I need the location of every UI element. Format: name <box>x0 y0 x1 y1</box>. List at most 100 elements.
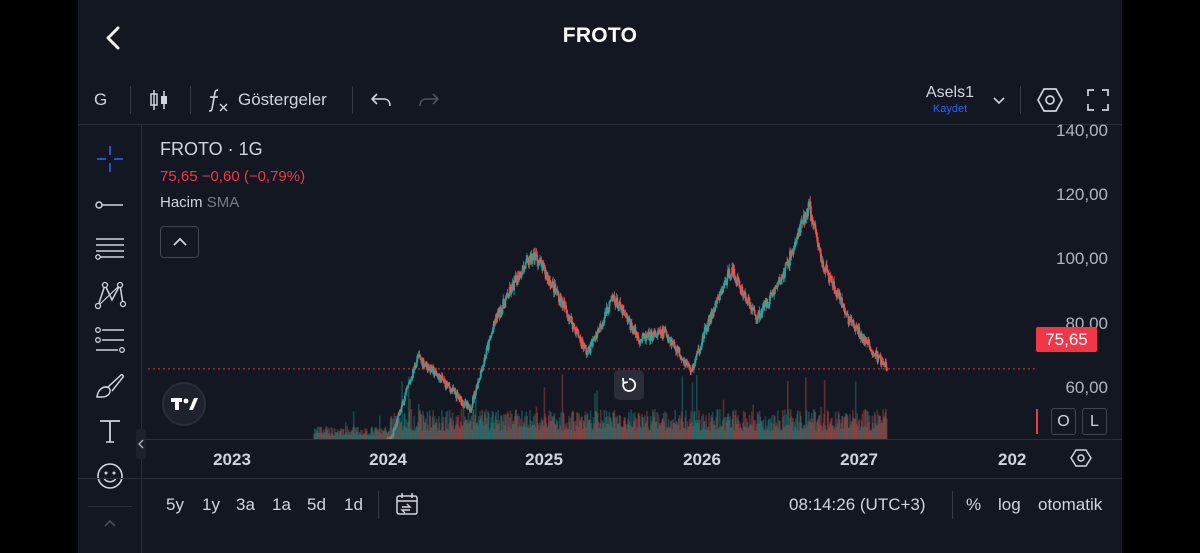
volume-bar <box>880 423 882 439</box>
interval-button[interactable]: G <box>94 90 108 109</box>
range-5y-button[interactable]: 5y <box>166 495 184 514</box>
layout-name-button[interactable]: Asels1 Kaydet <box>916 84 984 116</box>
time-display[interactable]: 08:14:26 (UTC+3) <box>789 495 926 514</box>
candle-body <box>741 286 744 296</box>
volume-bar <box>430 427 432 439</box>
scale-o-button[interactable]: O <box>1051 408 1076 435</box>
volume-bar <box>480 415 483 439</box>
crosshair-tool[interactable] <box>92 141 128 177</box>
pattern-tool[interactable] <box>92 277 128 313</box>
candle-body <box>609 300 612 302</box>
tradingview-logo[interactable] <box>162 382 206 426</box>
volume-bar <box>822 423 825 439</box>
candle-body <box>542 262 545 266</box>
percent-scale-button[interactable]: % <box>966 495 982 514</box>
fib-tool[interactable] <box>92 231 128 267</box>
volume-bar <box>875 423 877 439</box>
volume-bar <box>500 415 502 439</box>
volume-bar <box>579 421 582 439</box>
toolbar-divider <box>190 86 191 114</box>
range-1a-button[interactable]: 1a <box>272 495 291 514</box>
emoji-tool[interactable] <box>92 458 128 494</box>
candle-body <box>593 338 596 340</box>
candle-body <box>471 396 474 405</box>
log-scale-button[interactable]: log <box>998 495 1021 514</box>
volume-bar <box>683 427 685 439</box>
text-tool[interactable] <box>92 413 128 449</box>
candle-body <box>622 309 625 312</box>
volume-bar <box>727 413 729 439</box>
volume-bar <box>638 413 640 439</box>
redo-button[interactable] <box>418 86 440 114</box>
brush-tool[interactable] <box>92 368 128 404</box>
reset-chart-button[interactable] <box>614 370 644 400</box>
layout-dropdown-button[interactable] <box>992 86 1006 114</box>
time-axis-settings-button[interactable] <box>1070 448 1092 468</box>
candle-body <box>678 347 681 357</box>
more-tools-button[interactable] <box>92 513 128 533</box>
indicators-button[interactable]: Göstergeler <box>206 86 327 114</box>
range-3a-button[interactable]: 3a <box>236 495 255 514</box>
candle-body <box>667 338 670 342</box>
candle-body <box>766 301 769 307</box>
volume-bar <box>651 409 654 439</box>
price-chart[interactable] <box>148 125 1108 439</box>
candle-body <box>391 436 394 438</box>
volume-bar <box>378 415 381 439</box>
volume-bar <box>555 419 558 439</box>
volume-bar <box>558 428 560 439</box>
volume-bar <box>758 410 761 439</box>
volume-bar <box>362 434 364 439</box>
range-1d-button[interactable]: 1d <box>344 495 363 514</box>
volume-bar <box>353 427 356 439</box>
volume-bar <box>421 430 424 439</box>
volume-bar <box>598 427 601 439</box>
trend-line-tool[interactable] <box>92 187 128 223</box>
collapse-toolbar-button[interactable] <box>136 429 146 459</box>
candle-body <box>729 275 732 278</box>
back-button[interactable] <box>98 22 128 54</box>
volume-bar <box>835 427 838 439</box>
volume-bar <box>823 380 826 439</box>
range-5d-button[interactable]: 5d <box>307 495 326 514</box>
candle-body <box>569 316 572 319</box>
candle-body <box>730 273 733 276</box>
volume-bar <box>625 423 627 439</box>
auto-scale-button[interactable]: otomatik <box>1038 495 1103 514</box>
settings-button[interactable] <box>1036 86 1064 114</box>
volume-bar <box>727 413 730 439</box>
volume-bar <box>539 426 542 439</box>
volume-bar <box>608 412 611 439</box>
volume-bar <box>724 430 726 439</box>
candle-body <box>599 323 602 329</box>
volume-bar <box>781 430 783 439</box>
fullscreen-button[interactable] <box>1086 86 1110 114</box>
volume-bar <box>383 428 386 439</box>
volume-bar <box>339 430 341 439</box>
candle-body <box>405 388 408 393</box>
volume-bar <box>314 433 317 439</box>
candle-body <box>454 390 457 395</box>
volume-bar <box>317 432 320 439</box>
candle-body <box>768 296 771 305</box>
undo-button[interactable] <box>370 86 392 114</box>
legend-collapse-button[interactable] <box>160 226 199 258</box>
candle-body <box>549 280 552 287</box>
goto-date-button[interactable] <box>394 491 420 517</box>
candle-body <box>578 336 580 338</box>
text-icon <box>100 420 120 443</box>
volume-bar <box>677 425 679 439</box>
layout-name: Asels1 <box>925 84 975 101</box>
volume-bar <box>555 424 557 439</box>
volume-bar <box>346 426 349 439</box>
range-1y-button[interactable]: 1y <box>202 495 220 514</box>
settings-hexagon-icon <box>1037 88 1063 112</box>
prediction-tool[interactable] <box>92 322 128 358</box>
candle-body <box>815 234 818 238</box>
volume-bar <box>629 425 632 439</box>
volume-bar <box>582 420 585 439</box>
volume-bar <box>430 427 433 439</box>
chart-type-button[interactable] <box>148 86 170 114</box>
volume-bar <box>776 425 778 439</box>
scale-l-button[interactable]: L <box>1082 408 1107 435</box>
